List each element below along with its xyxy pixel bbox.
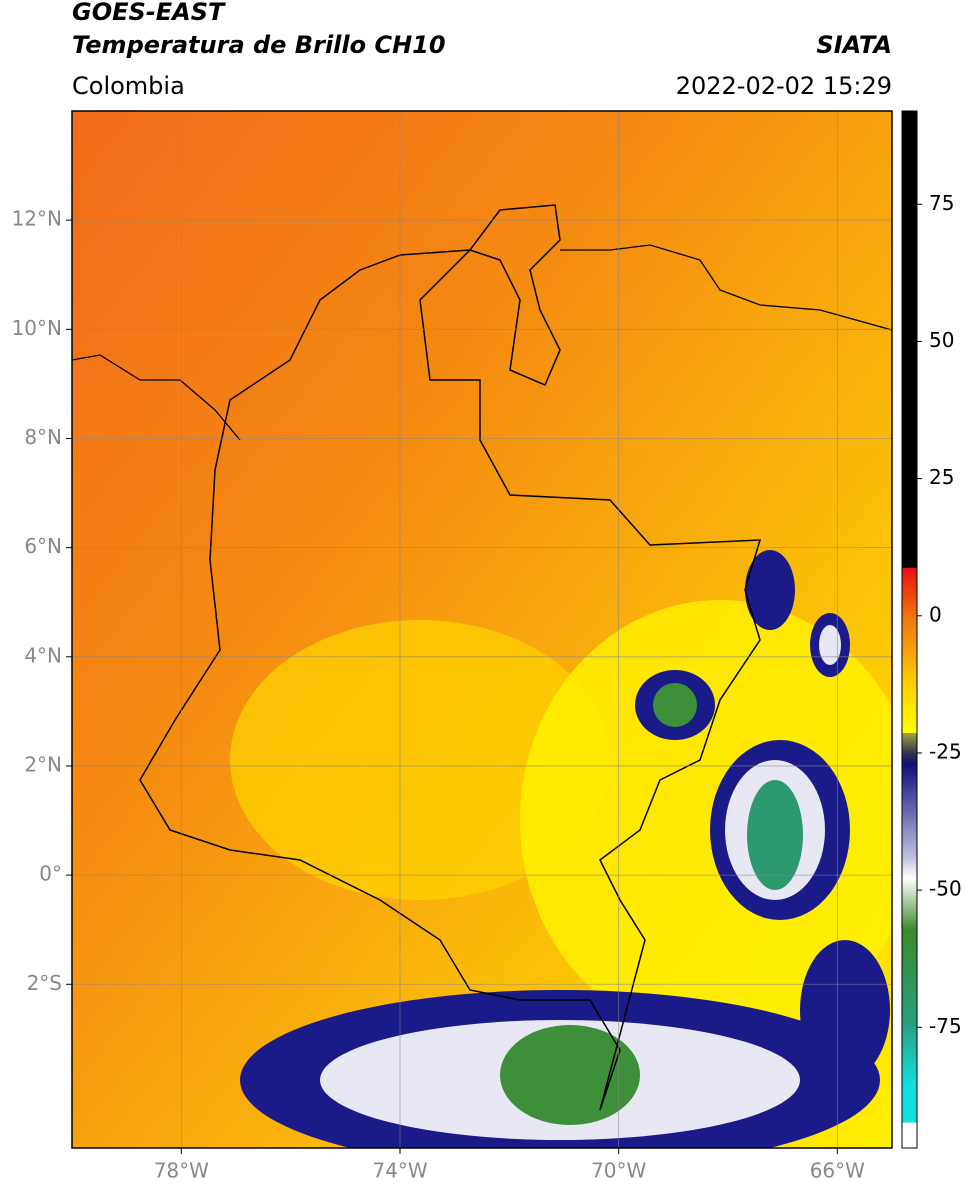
warm-area [520,600,892,1040]
imagery [72,111,892,1148]
storm [819,625,841,665]
colorbar-tick-label: -25 [929,739,962,763]
colorbar-tick-label: -75 [929,1014,962,1038]
y-tick-label: 10°N [12,316,62,340]
colorbar-tick-label: 25 [929,465,954,489]
colorbar [901,110,918,1149]
coastline [560,244,892,331]
colorbar-tick-label: -50 [929,877,962,901]
x-tick-label: 66°W [810,1159,865,1183]
x-tick-label: 78°W [154,1159,209,1183]
x-tick-label: 70°W [591,1159,646,1183]
coastline [72,354,241,441]
storm-core [747,780,803,890]
graticule [72,111,892,1148]
y-tick-label: 6°N [24,534,62,558]
x-tick-label: 74°W [372,1159,427,1183]
storm [745,550,795,630]
agency: SIATA [816,31,892,59]
satellite-title: GOES-EAST [72,0,226,26]
y-tick-label: 0° [39,862,62,886]
storm-core [653,683,697,727]
map-frame [71,110,893,1149]
colorbar-tick-label: 0 [929,602,942,626]
region: Colombia [72,72,185,100]
warm-area [230,620,610,900]
colorbar-tick-label: 50 [929,328,954,352]
colorbar-tick-label: 75 [929,191,954,215]
y-tick-label: 12°N [12,207,62,231]
product-title: Temperatura de Brillo CH10 [72,31,446,59]
storm [800,940,890,1080]
y-tick-label: 2°N [24,752,62,776]
y-tick-label: 2°S [27,971,62,995]
y-tick-label: 4°N [24,643,62,667]
timestamp: 2022-02-02 15:29 [676,72,892,100]
y-tick-label: 8°N [24,425,62,449]
storm-core [500,1025,640,1125]
colombia-border [139,204,762,1111]
